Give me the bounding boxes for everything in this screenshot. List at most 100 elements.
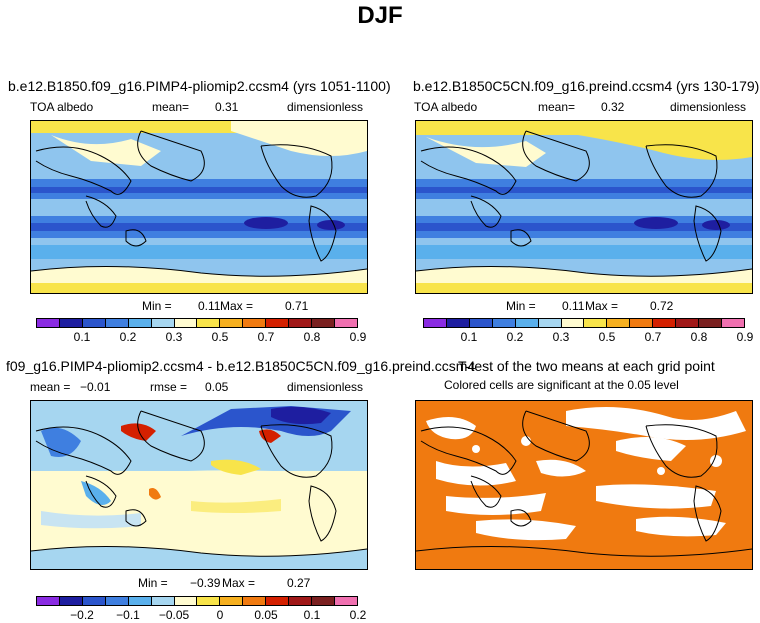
panel3-min-value: −0.39 <box>190 576 221 590</box>
panel2-units: dimensionless <box>670 100 747 114</box>
colorbar-swatch <box>82 597 106 605</box>
panel2-min-label: Min = <box>506 299 536 313</box>
panel2-max-value: 0.72 <box>650 299 674 313</box>
colorbar-swatch <box>151 597 175 605</box>
colorbar-swatch <box>515 319 539 327</box>
colorbar-tick-label: −0.05 <box>158 608 190 622</box>
colorbar-swatch <box>492 319 516 327</box>
colorbar-tick-label: 0.2 <box>349 608 367 622</box>
colorbar-tick-label: 0.1 <box>460 330 478 344</box>
colorbar-swatch <box>721 319 744 327</box>
colorbar-swatch <box>424 319 447 327</box>
panel1-mean-value: 0.31 <box>215 100 239 114</box>
colorbar-tick-label: 0.9 <box>736 330 754 344</box>
colorbar-swatch <box>334 319 357 327</box>
colorbar-swatch <box>37 319 60 327</box>
panel1-mean-label: mean= <box>152 100 190 114</box>
colorbar-swatch <box>289 597 313 605</box>
colorbar-tick-label: 0.5 <box>211 330 229 344</box>
colorbar-tick-label: 0.5 <box>598 330 616 344</box>
colorbar-swatch <box>105 597 129 605</box>
colorbar-swatch <box>151 319 175 327</box>
colorbar-swatch <box>699 319 722 327</box>
panel1-min-label: Min = <box>142 299 172 313</box>
panel3-rmse-value: 0.05 <box>205 380 229 394</box>
colorbar-swatch <box>82 319 106 327</box>
colorbar-swatch <box>334 597 357 605</box>
panel3-max-label: Max = <box>222 576 256 590</box>
colorbar-swatch <box>105 319 129 327</box>
panel4-title: T-test of the two means at each grid poi… <box>458 358 715 374</box>
colorbar-swatch <box>676 319 700 327</box>
panel2-mean-value: 0.32 <box>601 100 625 114</box>
colorbar-swatch <box>446 319 470 327</box>
panel3-rmse-label: rmse = <box>150 380 188 394</box>
colorbar-swatch <box>630 319 654 327</box>
colorbar-swatch <box>174 597 198 605</box>
colorbar-swatch <box>653 319 677 327</box>
colorbar-tick-label: 0.3 <box>552 330 570 344</box>
panel1-min-value: 0.11 <box>198 299 221 313</box>
panel2-colorbar <box>423 318 745 328</box>
colorbar-tick-label: 0.2 <box>506 330 524 344</box>
panel1-map <box>30 120 368 294</box>
colorbar-swatch <box>312 597 335 605</box>
colorbar-tick-label: −0.1 <box>116 608 140 622</box>
colorbar-swatch <box>197 319 221 327</box>
panel3-map <box>30 400 368 570</box>
colorbar-swatch <box>128 319 152 327</box>
colorbar-tick-label: 0.7 <box>257 330 275 344</box>
colorbar-tick-label: 0.05 <box>254 608 278 622</box>
panel1-units: dimensionless <box>287 100 364 114</box>
panel1-variable: TOA albedo <box>30 100 94 114</box>
colorbar-tick-label: 0.7 <box>644 330 662 344</box>
colorbar-swatch <box>220 597 244 605</box>
colorbar-tick-label: 0 <box>216 608 224 622</box>
colorbar-tick-label: 0.1 <box>303 608 321 622</box>
colorbar-swatch <box>607 319 631 327</box>
panel3-min-label: Min = <box>138 576 168 590</box>
panel1-max-value: 0.71 <box>285 299 309 313</box>
colorbar-tick-label: 0.2 <box>119 330 137 344</box>
panel2-mean-label: mean= <box>538 100 576 114</box>
panel2-variable: TOA albedo <box>414 100 478 114</box>
colorbar-swatch <box>243 597 267 605</box>
colorbar-tick-label: 0.8 <box>303 330 321 344</box>
colorbar-tick-label: −0.2 <box>70 608 94 622</box>
colorbar-swatch <box>289 319 313 327</box>
panel1-max-label: Max = <box>220 299 254 313</box>
colorbar-swatch <box>584 319 608 327</box>
figure-title: DJF <box>357 2 403 29</box>
panel2-min-value: 0.11 <box>562 299 585 313</box>
colorbar-tick-label: 0.3 <box>165 330 183 344</box>
colorbar-swatch <box>128 597 152 605</box>
colorbar-swatch <box>59 597 83 605</box>
colorbar-swatch <box>312 319 335 327</box>
panel3-colorbar <box>36 596 358 606</box>
colorbar-swatch <box>59 319 83 327</box>
panel2-max-label: Max = <box>585 299 619 313</box>
panel3-units: dimensionless <box>287 380 364 394</box>
panel1-colorbar <box>36 318 358 328</box>
colorbar-swatch <box>243 319 267 327</box>
colorbar-swatch <box>37 597 60 605</box>
colorbar-tick-label: 0.1 <box>73 330 91 344</box>
colorbar-swatch <box>174 319 198 327</box>
colorbar-swatch <box>220 319 244 327</box>
colorbar-swatch <box>538 319 562 327</box>
colorbar-swatch <box>469 319 493 327</box>
colorbar-tick-label: 0.9 <box>349 330 367 344</box>
panel4-subtitle: Colored cells are significant at the 0.0… <box>444 378 679 392</box>
colorbar-tick-label: 0.8 <box>690 330 708 344</box>
panel3-title: f09_g16.PIMP4-pliomip2.ccsm4 - b.e12.B18… <box>6 358 476 374</box>
colorbar-swatch <box>266 597 290 605</box>
panel3-mean-label: mean = <box>30 380 71 394</box>
colorbar-swatch <box>197 597 221 605</box>
panel1-title: b.e12.B1850.f09_g16.PIMP4-pliomip2.ccsm4… <box>8 78 391 94</box>
colorbar-swatch <box>561 319 585 327</box>
panel3-mean-value: −0.01 <box>80 380 111 394</box>
panel3-max-value: 0.27 <box>287 576 311 590</box>
panel2-map <box>415 120 753 294</box>
panel2-title: b.e12.B1850C5CN.f09_g16.preind.ccsm4 (yr… <box>413 78 760 94</box>
colorbar-swatch <box>266 319 290 327</box>
